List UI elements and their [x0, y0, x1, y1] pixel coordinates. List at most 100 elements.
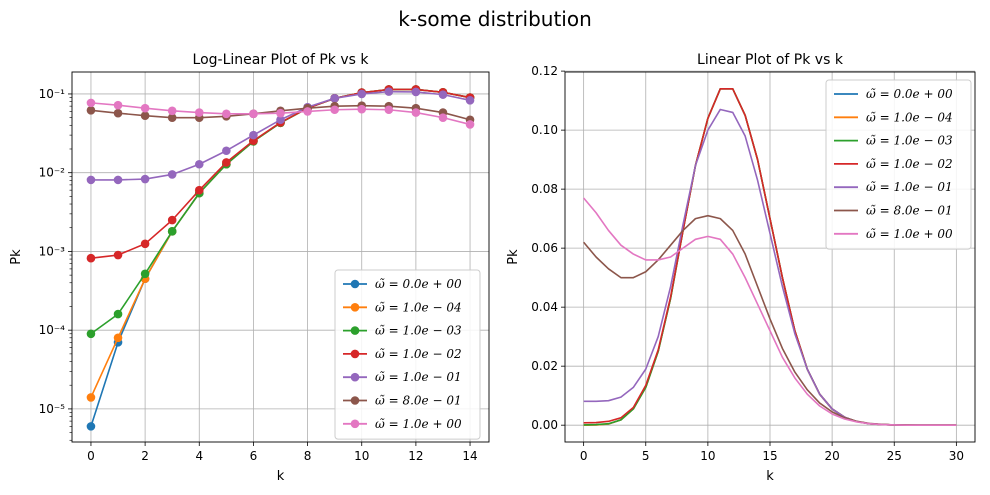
x-tick-label: 25	[887, 449, 902, 463]
y-tick-label: 0.02	[531, 359, 558, 373]
data-point	[438, 113, 448, 122]
legend-label: ω̃ = 8.0e − 01	[375, 394, 462, 408]
legend-marker	[350, 419, 360, 429]
legend-box	[825, 79, 972, 250]
x-tick-label: 8	[304, 449, 312, 463]
x-tick-label: 6	[250, 449, 258, 463]
data-point	[465, 120, 475, 129]
data-point	[276, 115, 285, 125]
data-point	[384, 87, 394, 96]
legend-label: ω̃ = 1.0e − 04	[375, 300, 462, 314]
legend-label: ω̃ = 1.0e − 02	[866, 157, 953, 171]
data-point	[86, 422, 96, 431]
y-tick-label: 0.10	[531, 123, 558, 137]
legend-marker	[350, 303, 360, 312]
data-point	[438, 90, 448, 99]
chart-title: Linear Plot of Pk vs k	[697, 52, 844, 68]
linear-chart: Linear Plot of Pk vs k 0 5 10 15 20 25 30 0.00 0.…	[506, 52, 976, 484]
y-tick-label: 10⁻⁴	[39, 323, 66, 337]
data-point	[113, 175, 123, 185]
data-point	[167, 227, 177, 236]
data-point	[411, 87, 421, 97]
series-line	[583, 197, 957, 426]
legend-marker	[350, 372, 360, 382]
data-point	[330, 105, 339, 115]
data-point	[140, 239, 150, 249]
data-point	[330, 94, 339, 103]
data-point	[249, 109, 258, 119]
x-tick-label: 10	[354, 449, 369, 463]
data-point	[194, 185, 204, 195]
chart-title: Log-Linear Plot of Pk vs k	[193, 52, 370, 68]
y-tick-label: 0.08	[531, 182, 558, 196]
data-point	[194, 159, 204, 169]
data-point	[113, 309, 123, 319]
data-point	[276, 108, 285, 118]
axes-frame	[71, 71, 490, 443]
legend-marker	[350, 349, 360, 359]
x-tick-label: 15	[762, 449, 777, 463]
series-group	[583, 88, 957, 426]
y-tick-label: 10⁻⁵	[39, 402, 66, 416]
data-point	[140, 103, 150, 113]
data-point	[411, 108, 421, 117]
series-group	[86, 85, 475, 431]
legend: ω̃ = 0.0e + 00 ω̃ = 1.0e − 04 ω̃ = 1.0e − …	[825, 79, 972, 250]
legend-label: ω̃ = 1.0e − 03	[375, 324, 462, 338]
x-tick-label: 10	[700, 449, 715, 463]
data-point	[222, 158, 231, 167]
y-tick-label: 10⁻¹	[39, 87, 66, 101]
data-point	[167, 106, 177, 116]
data-point	[384, 105, 394, 115]
x-tick-label: 30	[949, 449, 964, 463]
data-point	[86, 105, 96, 115]
legend-marker	[350, 326, 360, 335]
y-axis-label: Pk	[9, 249, 24, 265]
data-point	[86, 98, 96, 108]
x-tick-label: 2	[141, 449, 149, 463]
x-tick-label: 14	[462, 449, 477, 463]
data-point	[194, 108, 204, 117]
data-point	[113, 333, 123, 343]
data-point	[113, 108, 123, 118]
x-axis-label: k	[766, 469, 774, 484]
legend-box	[334, 269, 481, 440]
data-point	[303, 107, 312, 116]
y-tick-label: 10⁻³	[39, 244, 66, 258]
data-point	[113, 250, 123, 260]
log-linear-chart: Log-Linear Plot of Pk vs k 0 2 4 6 8 10 12 14 10⁻…	[9, 52, 490, 484]
data-point	[86, 393, 96, 402]
legend-label: ω̃ = 1.0e − 01	[375, 370, 462, 384]
y-tick-label: 0.00	[531, 418, 558, 432]
legend-label: ω̃ = 0.0e + 00	[866, 87, 953, 101]
legend-label: ω̃ = 1.0e − 01	[866, 180, 953, 194]
data-point	[86, 253, 96, 263]
data-point	[167, 113, 177, 122]
legend-label: ω̃ = 0.0e + 00	[375, 277, 462, 291]
data-point	[465, 96, 475, 105]
data-point	[86, 175, 96, 185]
legend-label: ω̃ = 1.0e − 04	[866, 110, 953, 124]
data-point	[357, 89, 367, 99]
data-point	[222, 109, 231, 119]
data-point	[140, 111, 150, 120]
y-tick-label: 0.04	[531, 300, 558, 314]
data-point	[167, 215, 177, 225]
data-point	[86, 329, 96, 339]
x-tick-label: 5	[642, 449, 650, 463]
x-tick-label: 20	[824, 449, 839, 463]
data-point	[249, 130, 258, 140]
x-tick-label: 0	[580, 449, 588, 463]
data-point	[222, 146, 231, 156]
x-tick-label: 0	[87, 449, 95, 463]
y-tick-label: 10⁻²	[39, 166, 66, 180]
y-tick-label: 0.06	[531, 241, 558, 255]
data-point	[140, 269, 150, 279]
legend-label: ω̃ = 1.0e + 00	[866, 227, 953, 241]
x-tick-label: 12	[408, 449, 423, 463]
data-point	[113, 100, 123, 110]
legend-label: ω̃ = 8.0e − 01	[866, 204, 953, 218]
y-axis-label: Pk	[506, 249, 521, 265]
